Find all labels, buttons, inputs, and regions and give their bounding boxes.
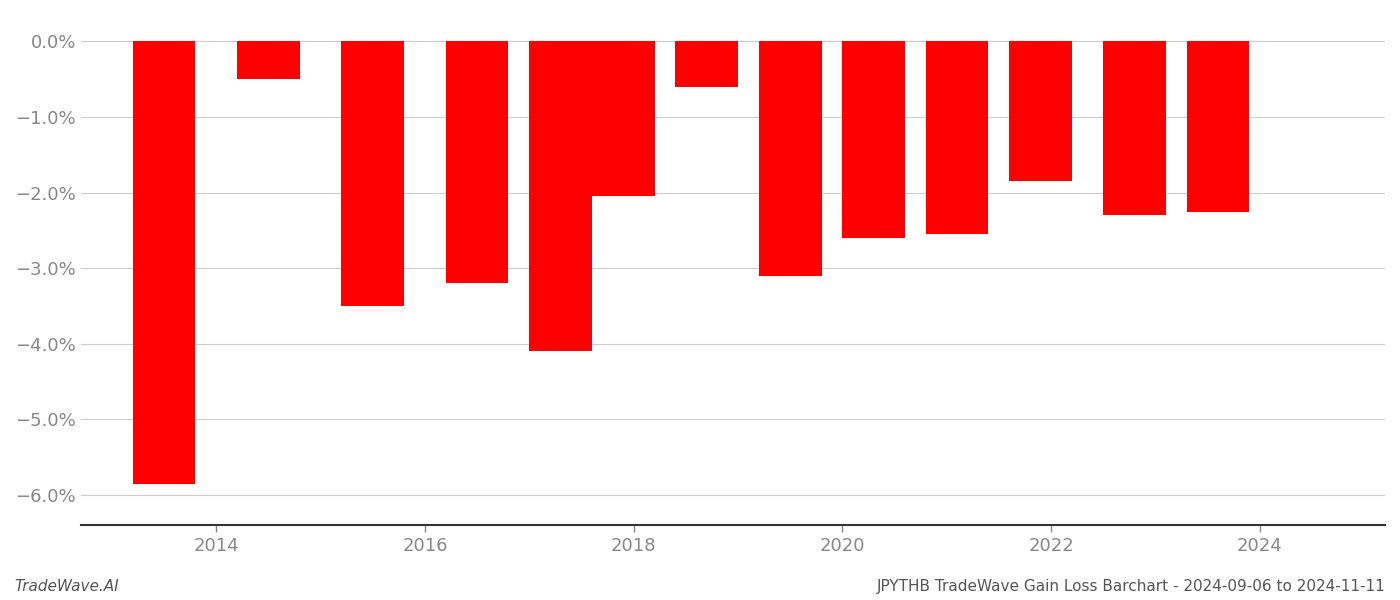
- Bar: [133, 41, 196, 484]
- Bar: [675, 41, 738, 87]
- Text: JPYTHB TradeWave Gain Loss Barchart - 2024-09-06 to 2024-11-11: JPYTHB TradeWave Gain Loss Barchart - 20…: [878, 579, 1386, 594]
- Bar: [445, 41, 508, 283]
- Text: TradeWave.AI: TradeWave.AI: [14, 579, 119, 594]
- Bar: [529, 41, 592, 352]
- Bar: [925, 41, 988, 234]
- Bar: [342, 41, 405, 306]
- Bar: [1103, 41, 1166, 215]
- Bar: [237, 41, 300, 79]
- Bar: [843, 41, 904, 238]
- Bar: [592, 41, 655, 196]
- Bar: [759, 41, 822, 276]
- Bar: [1187, 41, 1249, 212]
- Bar: [1009, 41, 1072, 181]
